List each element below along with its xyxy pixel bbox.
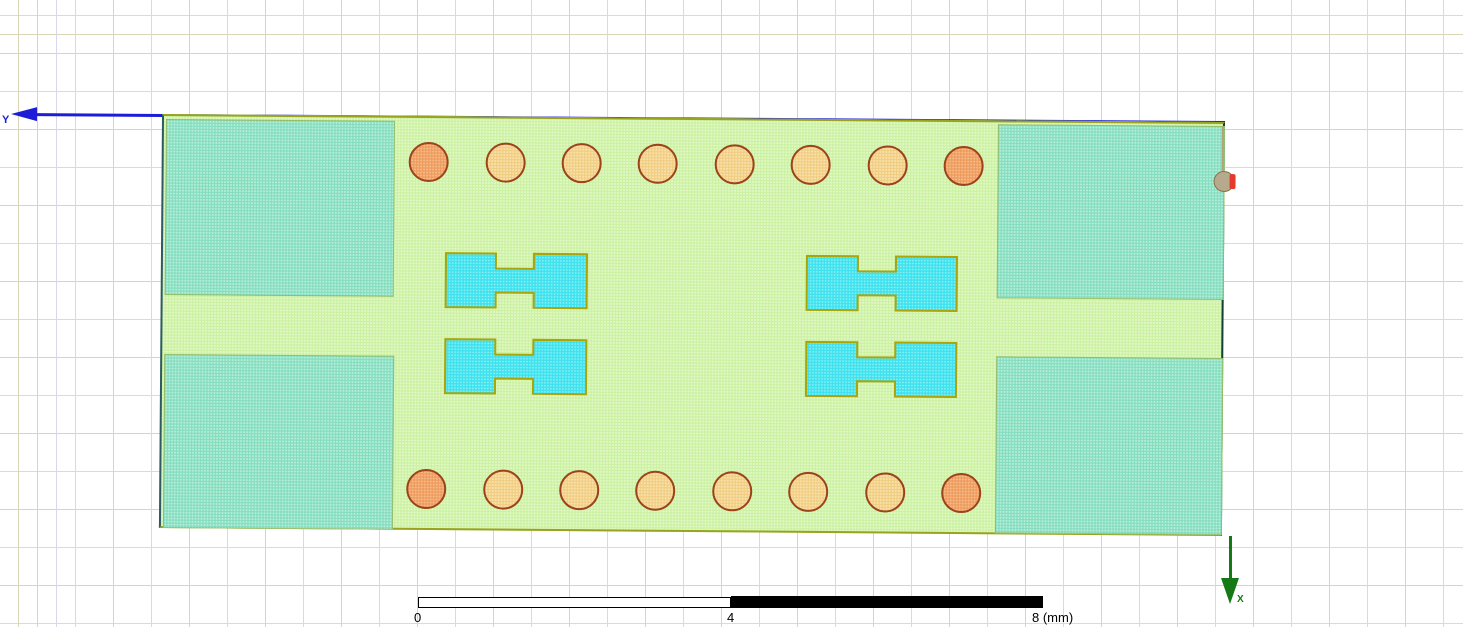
via-bottom-4[interactable]: [635, 470, 676, 511]
via-top-8[interactable]: [943, 145, 984, 187]
scale-label-start: 0: [414, 610, 422, 625]
scale-label-mid: 4: [727, 610, 735, 625]
via-top-5[interactable]: [714, 144, 755, 185]
via-bottom-7[interactable]: [865, 472, 906, 513]
x-axis: [1221, 536, 1239, 604]
via-top-1[interactable]: [408, 141, 449, 183]
via-bottom-1[interactable]: [406, 468, 447, 510]
x-axis-arrowhead-icon: [1221, 578, 1239, 604]
via-top-4[interactable]: [637, 143, 678, 184]
y-axis-arrowhead-icon: [10, 106, 38, 122]
via-bottom-8[interactable]: [941, 472, 982, 514]
via-top-6[interactable]: [790, 144, 831, 186]
via-top-3[interactable]: [561, 143, 602, 184]
resonator-right-top[interactable]: [805, 254, 958, 312]
y-axis-label: Y: [2, 114, 10, 126]
via-bottom-3[interactable]: [559, 470, 600, 511]
scale-ruler-segment-white: [418, 597, 731, 608]
scale-ruler-segment-black: [731, 596, 1043, 608]
ground-pad-bottom-right[interactable]: [994, 356, 1224, 535]
pcb-board[interactable]: [158, 114, 1236, 536]
resonator-left-bottom[interactable]: [443, 338, 588, 396]
via-bottom-6[interactable]: [788, 471, 829, 513]
port-pin-stem: [1221, 125, 1224, 172]
via-top-2[interactable]: [485, 142, 526, 183]
via-bottom-2[interactable]: [483, 469, 524, 510]
resonator-right-bottom[interactable]: [804, 340, 958, 398]
resonator-left-top[interactable]: [444, 252, 588, 310]
x-axis-label: X: [1237, 594, 1244, 605]
via-bottom-5[interactable]: [712, 471, 753, 512]
ground-pad-top-left[interactable]: [164, 119, 395, 297]
ground-pad-top-right[interactable]: [996, 124, 1225, 300]
scale-label-end: 8 (mm): [1032, 610, 1074, 625]
ground-pad-bottom-left[interactable]: [162, 354, 395, 530]
port-pin-marker: [1229, 174, 1236, 190]
via-top-7[interactable]: [867, 145, 908, 186]
